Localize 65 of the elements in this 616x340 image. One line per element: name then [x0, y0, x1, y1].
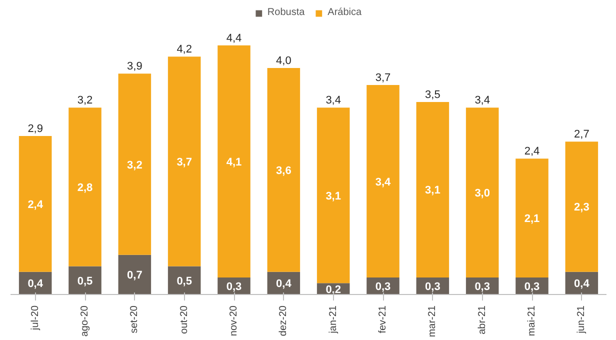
data-label: 3,1: [326, 190, 341, 202]
data-label: 2,3: [574, 202, 590, 214]
x-tick-label: jan-21: [328, 305, 339, 334]
data-label: 3,1: [425, 184, 440, 197]
total-label: 3,7: [375, 72, 391, 84]
total-label: 3,5: [425, 88, 440, 101]
x-tick-label: dez-20: [278, 305, 290, 336]
x-tick-label: fev-21: [378, 305, 388, 334]
bar: [565, 142, 598, 272]
x-tick-label: ago-20: [80, 305, 90, 337]
data-label: 0,3: [226, 281, 242, 294]
x-tick-label: out-20: [178, 305, 190, 334]
bar: [516, 158, 548, 278]
legend-label: Robusta: [267, 7, 305, 18]
data-label: 0,4: [574, 278, 590, 290]
data-label: 2,8: [77, 182, 93, 194]
data-label: 3,0: [474, 188, 490, 200]
bar: [18, 136, 52, 272]
bar: [218, 45, 250, 278]
bar: [416, 102, 450, 278]
total-label: 2,9: [28, 122, 43, 135]
data-label: 0,3: [375, 281, 391, 294]
x-tick-label: mai-21: [526, 305, 538, 336]
data-label: 3,6: [276, 164, 292, 177]
total-label: 3,2: [77, 94, 93, 107]
data-label: 0,2: [326, 284, 341, 296]
bar: [366, 85, 400, 278]
data-label: 0,3: [474, 281, 490, 294]
data-label: 0,4: [276, 278, 292, 290]
data-label: 0,3: [524, 281, 540, 294]
bar: [68, 108, 102, 266]
data-label: 3,7: [176, 156, 192, 168]
total-label: 4,0: [276, 55, 292, 68]
total-label: 3,4: [474, 94, 490, 107]
total-label: 4,4: [226, 32, 242, 44]
data-label: 3,4: [375, 176, 392, 188]
total-label: 4,2: [176, 44, 192, 56]
data-label: 0,4: [28, 278, 44, 290]
total-label: 3,4: [326, 94, 341, 107]
bar: [316, 108, 350, 284]
data-label: 0,7: [127, 270, 142, 282]
x-tick-label: mar-21: [427, 305, 438, 338]
bar: [168, 56, 201, 266]
x-tick-label: abr-21: [476, 305, 488, 334]
bar: [68, 266, 102, 294]
x-tick-label: set-20: [129, 305, 140, 334]
data-label: 2,4: [28, 198, 44, 211]
bar: [168, 266, 201, 294]
data-label: 0,3: [425, 281, 440, 294]
total-label: 2,4: [524, 146, 540, 158]
data-label: 3,2: [127, 159, 142, 172]
data-label: 0,5: [176, 275, 192, 288]
total-label: 2,7: [574, 128, 590, 141]
bar: [118, 74, 152, 255]
bar: [466, 108, 499, 278]
data-label: 4,1: [226, 156, 242, 168]
total-label: 3,9: [127, 60, 142, 73]
data-label: 0,5: [77, 275, 93, 288]
x-tick-label: jun-21: [576, 305, 588, 334]
legend-label: Arábica: [328, 7, 362, 18]
bar: [118, 254, 152, 294]
bar: [267, 68, 300, 272]
x-tick-label: nov-20: [228, 305, 240, 336]
data-label: 2,1: [524, 213, 540, 226]
x-tick-label: jul-20: [30, 305, 41, 331]
